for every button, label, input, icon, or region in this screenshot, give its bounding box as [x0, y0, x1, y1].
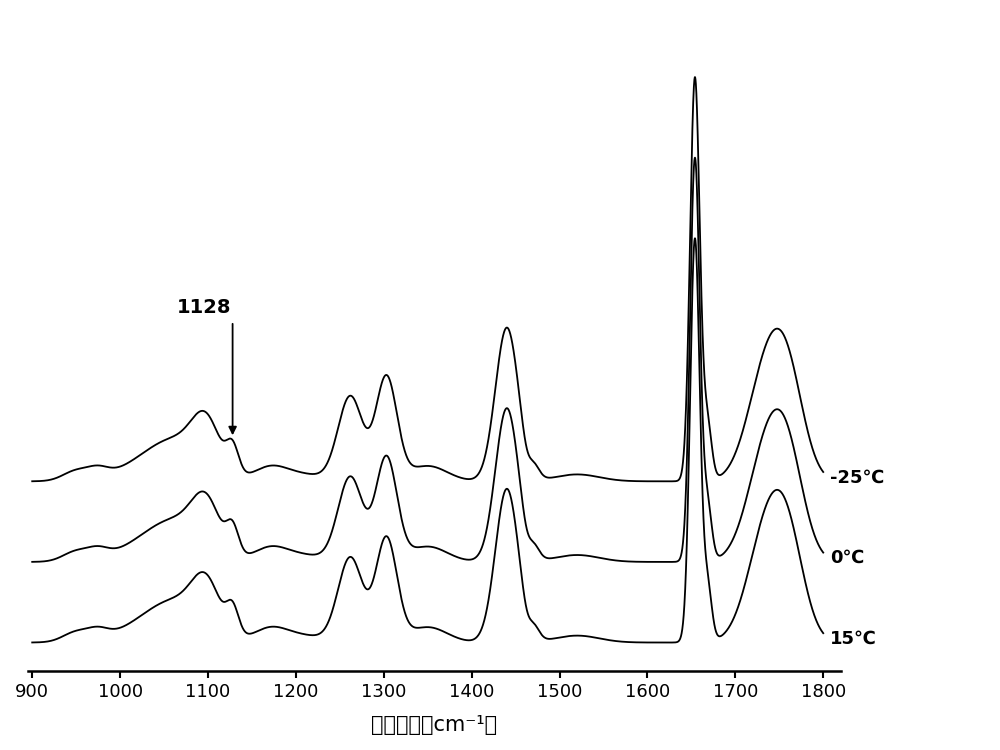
Text: 0℃: 0℃ [830, 549, 865, 567]
Text: 15℃: 15℃ [830, 630, 877, 648]
Text: -25℃: -25℃ [830, 469, 885, 487]
X-axis label: 拉曼位移（cm⁻¹）: 拉曼位移（cm⁻¹） [371, 715, 497, 735]
Text: 1128: 1128 [176, 298, 231, 317]
